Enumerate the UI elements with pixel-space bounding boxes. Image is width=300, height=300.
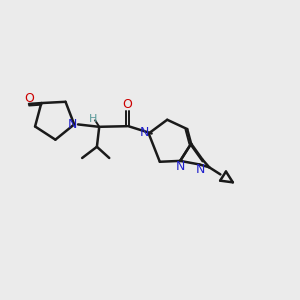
Text: O: O xyxy=(25,92,34,105)
Text: N: N xyxy=(139,125,148,139)
Text: N: N xyxy=(176,160,185,173)
Text: N: N xyxy=(196,163,206,176)
Text: O: O xyxy=(122,98,132,112)
Text: H: H xyxy=(89,113,98,124)
Text: N: N xyxy=(68,118,77,131)
